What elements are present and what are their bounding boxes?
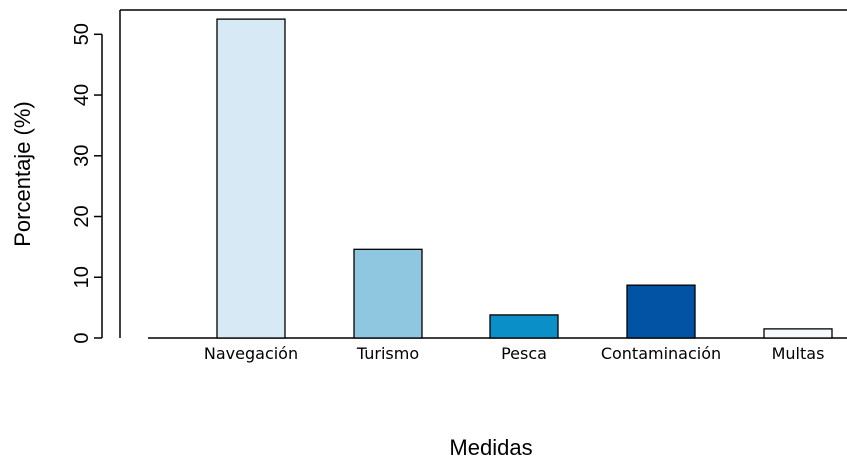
bar-turismo [353,248,423,339]
bars [216,18,833,339]
x-tick-label: Contaminación [601,344,721,363]
bar-pesca [489,314,559,339]
y-tick-label: 20 [71,205,93,227]
y-axis: 0 10 20 30 40 50 [71,23,103,344]
bar-navegacion [216,18,286,339]
x-tick-label: Multas [772,344,825,363]
bar-multas [763,328,833,339]
y-tick-label: 0 [71,332,93,343]
x-axis-title: Medidas [449,435,532,460]
y-tick-label: 10 [71,266,93,288]
x-tick-label: Turismo [356,344,419,363]
y-tick-label: 30 [71,145,93,167]
x-axis-tick-labels: Navegación Turismo Pesca Contaminación Multa… [204,344,825,363]
bar-contaminacion [626,284,696,339]
x-tick-label: Navegación [204,344,298,363]
y-tick-label: 40 [71,84,93,106]
y-tick-label: 50 [71,23,93,45]
x-tick-label: Pesca [501,344,547,363]
y-axis-title: Porcentaje (%) [10,101,35,247]
